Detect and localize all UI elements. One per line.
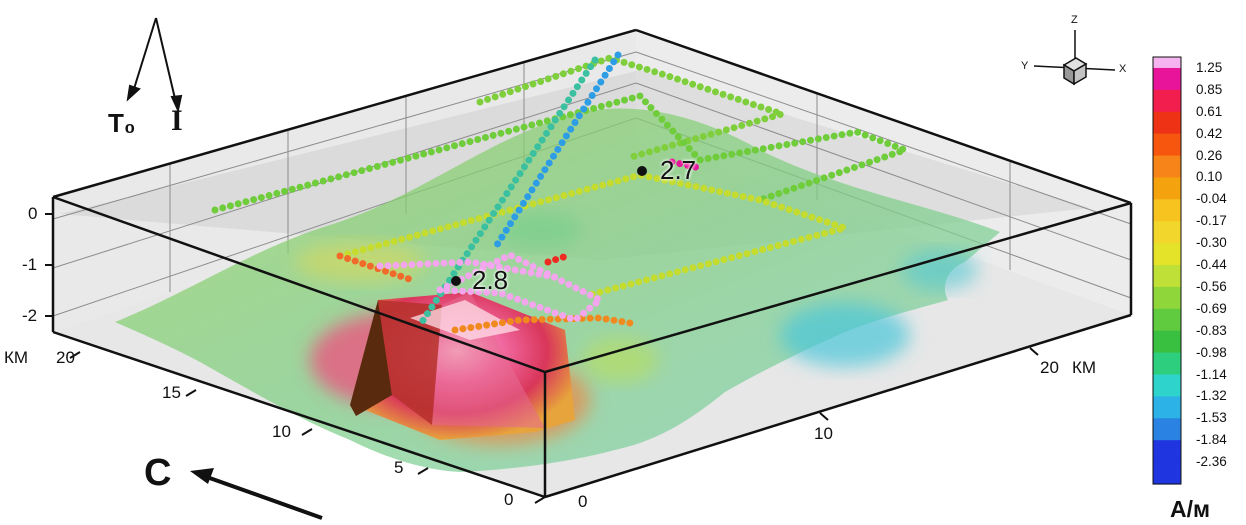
colorbar-swatch (1153, 177, 1181, 200)
colorbar-swatch (1153, 221, 1181, 244)
annotation-2-7: 2.7 (660, 155, 697, 185)
colorbar-frame (1152, 56, 1182, 485)
colorbar-level-label: 0.10 (1196, 169, 1223, 185)
left-axis-tick-5: 5 (394, 458, 404, 477)
colorbar-swatch (1153, 111, 1181, 135)
colorbar-swatch (1153, 352, 1181, 376)
depth-tick-2: -2 (22, 306, 38, 325)
colorbar-level-label: -0.83 (1196, 322, 1227, 338)
colorbar-swatch (1153, 286, 1181, 310)
colorbar-swatch (1153, 199, 1181, 222)
box-right-wall (636, 30, 1131, 315)
colorbar-swatch (1153, 330, 1181, 354)
colorbar-swatch (1153, 462, 1181, 485)
i-vector-label: I (171, 104, 183, 137)
colorbar-level-label: -2.36 (1196, 454, 1227, 470)
colorbar-level-label: 0.85 (1196, 81, 1223, 97)
profile-line-pink-b (376, 258, 564, 282)
colorbar-swatch (1153, 89, 1181, 113)
colorbar-level-label: -0.56 (1196, 278, 1227, 294)
colorbar-level-label: 0.61 (1196, 103, 1223, 119)
profile-line-diag-a (491, 51, 622, 252)
colorbar-level-label: 0.42 (1196, 125, 1223, 141)
field-vectors (126, 17, 183, 114)
colorbar-swatch (1153, 243, 1181, 266)
colorbar-level-label: 1.25 (1196, 59, 1223, 75)
colorbar-swatch (1153, 396, 1181, 419)
left-axis-tick-15: 15 (162, 383, 181, 402)
marker-2-7 (637, 166, 647, 176)
anomaly-body (350, 292, 575, 440)
colorbar (1152, 56, 1182, 485)
colorbar-level-label: -0.69 (1196, 300, 1227, 316)
right-axis-tick-20: 20 (1040, 358, 1059, 377)
orientation-z: Z (1071, 14, 1078, 26)
colorbar-swatch (1153, 308, 1181, 332)
orientation-x: X (1119, 63, 1127, 75)
colorbar-level-label: -1.84 (1196, 432, 1227, 448)
orientation-y: Y (1021, 60, 1029, 72)
profile-lines (211, 51, 916, 334)
colorbar-swatch-top (1153, 57, 1181, 68)
profile-line-lower (336, 171, 858, 300)
right-axis-unit: КМ (1072, 358, 1097, 377)
colorbar-swatch (1153, 133, 1181, 157)
profile-line-red (544, 251, 574, 266)
colorbar-swatch (1153, 265, 1181, 288)
colorbar-level-label: -0.98 (1196, 344, 1227, 360)
left-axis-tick-20: 20 (56, 348, 75, 367)
box-back-wall (53, 30, 636, 332)
colorbar-swatch (1153, 155, 1181, 179)
left-axis-unit: КМ (4, 348, 29, 367)
colorbar-swatch (1153, 374, 1181, 398)
right-axis-tick-10: 10 (814, 424, 833, 443)
profile-line-diag-b (416, 56, 599, 329)
t0-vector-label: T₀ (108, 108, 136, 138)
colorbar-level-label: -1.53 (1196, 410, 1227, 426)
colorbar-level-label: -0.17 (1196, 213, 1227, 229)
profile-line-front (451, 314, 634, 334)
left-axis-tick-10: 10 (272, 422, 291, 441)
orientation-widget (1033, 30, 1116, 86)
profile-line-pink (436, 251, 607, 324)
colorbar-level-label: -0.44 (1196, 257, 1227, 273)
right-axis-tick-0: 0 (578, 492, 588, 511)
colorbar-unit: А/м (1170, 496, 1211, 522)
axis-ticks (45, 213, 1039, 504)
north-arrow (190, 468, 323, 520)
colorbar-swatch (1153, 418, 1181, 441)
profile-line-south (336, 252, 416, 284)
annotation-2-8: 2.8 (472, 265, 509, 295)
colorbar-level-label: -0.04 (1196, 191, 1227, 207)
profile-line-accent (668, 158, 704, 172)
colorbar-level-label: -0.30 (1196, 235, 1227, 251)
depth-tick-0: 0 (28, 204, 38, 223)
depth-tick-1: -1 (22, 255, 38, 274)
north-label: C (144, 452, 172, 494)
marker-2-8 (451, 276, 461, 286)
annotation-markers (451, 166, 647, 286)
colorbar-swatch (1153, 67, 1181, 91)
profile-line-mid (211, 92, 916, 214)
colorbar-level-label: -1.32 (1196, 388, 1227, 404)
left-axis-tick-0: 0 (504, 490, 514, 509)
colorbar-level-label: 0.26 (1196, 147, 1223, 163)
profile-line-back (476, 54, 794, 162)
colorbar-swatch (1153, 440, 1181, 463)
colorbar-level-label: -1.14 (1196, 366, 1227, 382)
